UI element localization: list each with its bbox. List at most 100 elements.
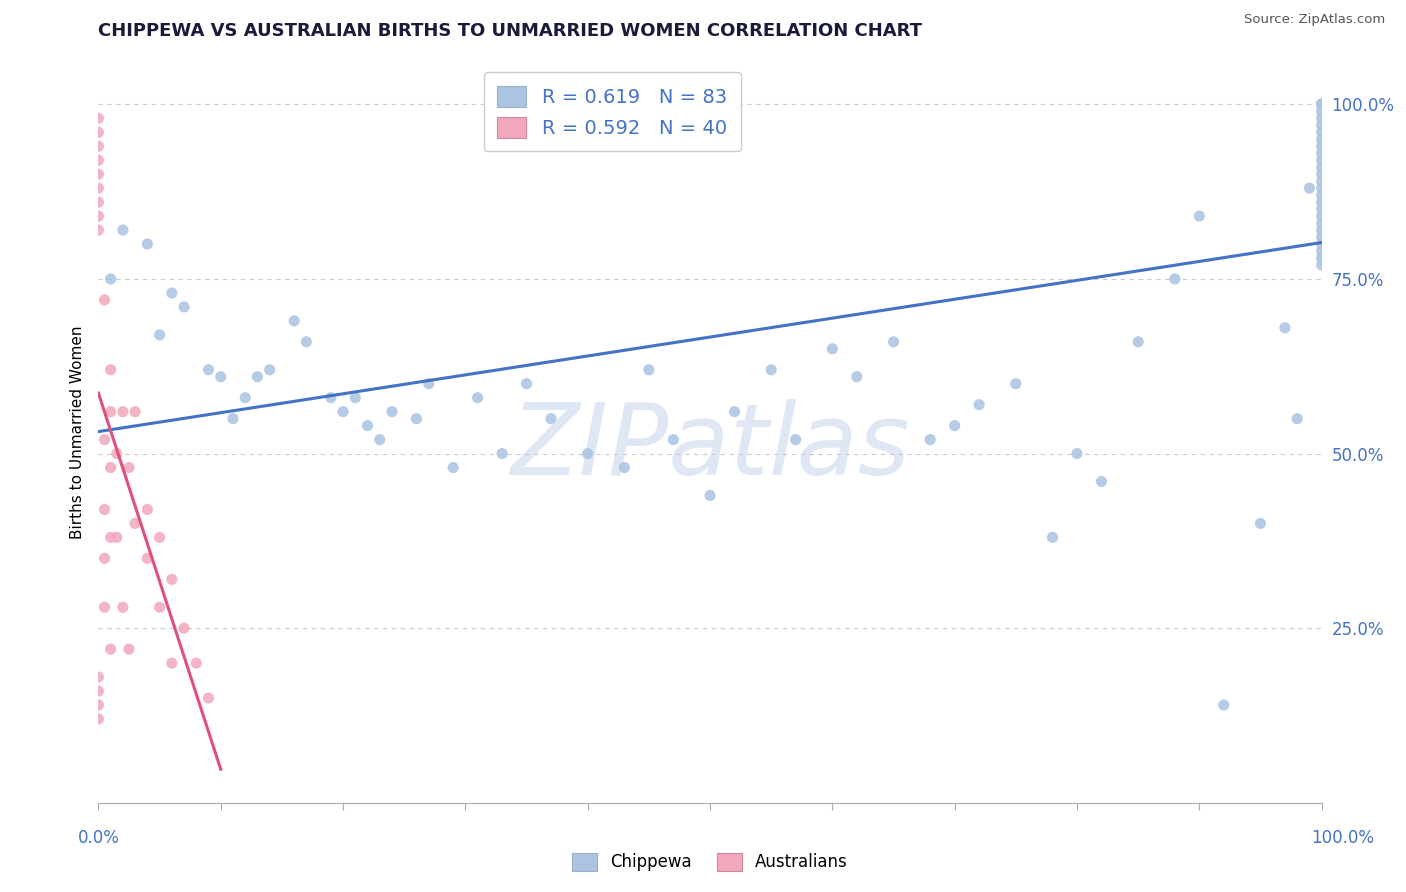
Point [136,551,159,566]
Point [515,376,537,391]
Point [576,446,599,460]
Point [105,530,128,544]
Point [93,502,115,516]
Point [1310,237,1333,252]
Point [149,600,172,615]
Point [405,411,427,425]
Text: 100.0%: 100.0% [1312,829,1374,847]
Point [467,391,489,405]
Point [111,405,134,419]
Point [845,369,868,384]
Point [197,691,219,706]
Point [1310,195,1333,210]
Point [319,391,342,405]
Point [118,642,141,657]
Point [87,712,110,726]
Point [259,363,281,377]
Point [344,391,367,405]
Point [1310,216,1333,230]
Point [197,363,219,377]
Point [368,433,391,447]
Point [1128,334,1150,349]
Point [1310,112,1333,126]
Point [87,167,110,181]
Point [1249,516,1271,531]
Point [1310,258,1333,272]
Point [1310,153,1333,168]
Point [1090,475,1112,489]
Point [785,433,807,447]
Point [100,530,122,544]
Point [1274,321,1296,335]
Point [160,656,183,670]
Point [87,684,110,698]
Point [1310,97,1333,112]
Point [100,460,122,475]
Point [1310,167,1333,181]
Point [87,209,110,223]
Point [1310,230,1333,244]
Point [821,342,844,356]
Point [967,398,990,412]
Point [124,405,146,419]
Point [1310,202,1333,216]
Point [246,369,269,384]
Point [186,656,208,670]
Point [662,433,685,447]
Point [136,237,159,252]
Point [1310,97,1333,112]
Point [1310,139,1333,153]
Point [124,516,146,531]
Point [1310,97,1333,112]
Point [149,530,172,544]
Point [173,300,195,314]
Point [1310,118,1333,132]
Point [1310,97,1333,112]
Point [87,153,110,168]
Legend: Chippewa, Australians: Chippewa, Australians [564,844,856,880]
Point [1310,97,1333,112]
Point [637,363,661,377]
Point [1310,104,1333,119]
Point [100,642,122,657]
Text: CHIPPEWA VS AUSTRALIAN BIRTHS TO UNMARRIED WOMEN CORRELATION CHART: CHIPPEWA VS AUSTRALIAN BIRTHS TO UNMARRI… [98,22,922,40]
Point [1310,209,1333,223]
Point [1310,132,1333,146]
Point [295,334,318,349]
Point [283,314,305,328]
Point [761,363,783,377]
Point [93,600,115,615]
Point [920,433,942,447]
Point [93,551,115,566]
Point [1310,125,1333,139]
Point [1004,376,1026,391]
Point [491,446,513,460]
Point [87,223,110,237]
Point [699,488,721,502]
Point [418,376,440,391]
Point [943,418,966,433]
Point [233,391,256,405]
Point [160,285,183,300]
Point [1066,446,1088,460]
Point [332,405,354,419]
Point [136,502,159,516]
Point [1042,530,1064,544]
Point [93,433,115,447]
Point [1310,97,1333,112]
Point [87,670,110,684]
Point [441,460,464,475]
Point [105,446,128,460]
Point [160,572,183,586]
Point [723,405,745,419]
Point [356,418,378,433]
Y-axis label: Births to Unmarried Women: Births to Unmarried Women [69,326,84,540]
Text: 0.0%: 0.0% [77,829,120,847]
Point [100,363,122,377]
Point [87,125,110,139]
Point [209,369,232,384]
Point [118,460,141,475]
Point [87,181,110,195]
Point [1310,146,1333,161]
Point [87,139,110,153]
